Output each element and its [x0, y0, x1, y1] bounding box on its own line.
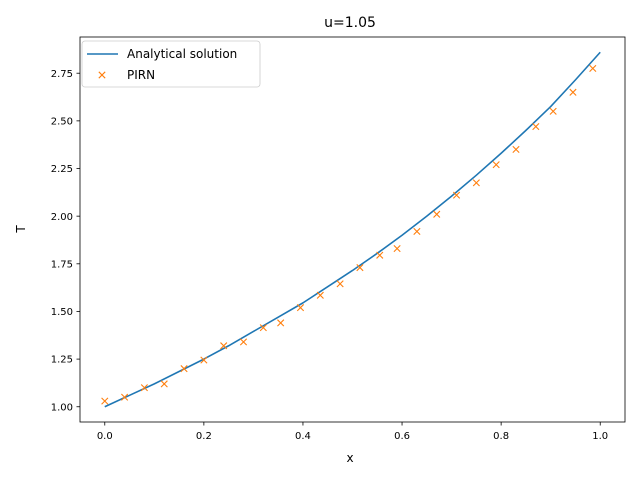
legend-label-pirn: PIRN	[127, 68, 155, 82]
series-line-analytical	[104, 51, 601, 408]
x-tick-label: 0.0	[97, 431, 113, 442]
y-tick-label: 2.00	[51, 212, 73, 223]
x-tick-label: 0.4	[295, 431, 311, 442]
data-point-pirn	[452, 191, 461, 199]
y-tick-label: 1.75	[51, 259, 73, 270]
data-point-pirn	[277, 319, 285, 327]
x-axis-label: x	[346, 451, 353, 465]
data-point-pirn	[532, 122, 540, 131]
data-point-pirn	[101, 397, 109, 405]
data-point-pirn	[220, 342, 228, 350]
legend-box	[81, 40, 261, 88]
data-point-pirn	[569, 88, 577, 96]
x-tick-label: 1.0	[592, 431, 608, 442]
y-axis-label: T	[14, 225, 28, 234]
data-point-pirn	[121, 393, 129, 401]
data-point-pirn	[589, 64, 597, 73]
data-point-pirn	[336, 280, 344, 288]
axes-frame	[79, 36, 626, 423]
y-tick-label: 2.75	[51, 69, 73, 80]
x-tick-label: 0.8	[493, 431, 509, 442]
data-point-pirn	[376, 251, 384, 259]
chart-title: u=1.05	[324, 15, 376, 31]
plot-area: 0.0 0.2 0.4 0.6 0.8 1.0 1.00 1.25 1.50 1.75 2.00 2.…	[51, 36, 626, 442]
y-tick-label: 1.25	[51, 355, 73, 366]
data-point-pirn	[356, 264, 364, 272]
legend: Analytical solution PIRN	[81, 40, 261, 88]
y-tick-label: 1.00	[51, 402, 73, 413]
data-point-pirn	[259, 324, 267, 332]
data-point-pirn	[160, 380, 168, 388]
data-point-pirn	[316, 291, 324, 299]
data-point-pirn	[200, 356, 208, 364]
data-point-pirn	[472, 179, 480, 187]
data-point-pirn	[393, 244, 401, 253]
data-point-pirn	[549, 107, 557, 115]
data-point-pirn	[492, 161, 500, 169]
data-point-pirn	[433, 210, 441, 218]
y-tick-label: 1.50	[51, 307, 73, 318]
data-point-pirn	[239, 338, 248, 346]
data-point-pirn	[180, 365, 188, 373]
legend-swatch-marker	[98, 71, 106, 79]
data-point-pirn	[296, 304, 305, 312]
data-point-pirn	[512, 145, 520, 154]
x-tick-label: 0.2	[196, 431, 212, 442]
y-tick-label: 2.25	[51, 164, 73, 175]
data-point-pirn	[140, 384, 148, 392]
y-tick-label: 2.50	[51, 116, 73, 127]
legend-label-analytical: Analytical solution	[127, 47, 237, 61]
x-tick-label: 0.6	[394, 431, 410, 442]
data-point-pirn	[413, 227, 421, 235]
